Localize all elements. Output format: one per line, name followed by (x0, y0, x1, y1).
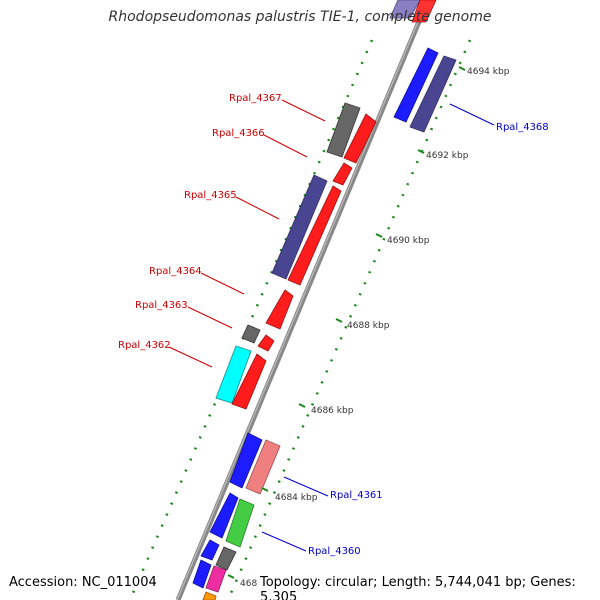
leader-line-rpal4364 (200, 272, 245, 295)
leader-line-rpal4367 (281, 99, 326, 122)
outer-dotted-guide (128, 39, 374, 600)
gene-feature-red-small[interactable] (332, 162, 353, 186)
genome-backbone (175, 0, 431, 600)
gene-label-rpal4365[interactable]: Rpal_4365 (184, 190, 237, 201)
genome-summary: Topology: circular; Length: 5,744,041 bp… (258, 575, 600, 600)
gene-label-rpal4367[interactable]: Rpal_4367 (229, 93, 282, 104)
gene-feature-rpal4365-purple[interactable] (271, 174, 328, 280)
gene-feature-rpal4366-red[interactable] (343, 113, 377, 164)
gene-feature-gray-bottom[interactable] (215, 546, 237, 571)
gene-feature-rpal4361-pink[interactable] (245, 439, 281, 495)
gene-feature-rpal4363-red[interactable] (265, 289, 294, 330)
genome-title: Rhodopseudomonas palustris TIE-1, comple… (108, 9, 492, 25)
leader-line-rpal4360 (261, 531, 307, 552)
gene-feature-rpal4368-blue[interactable] (393, 47, 439, 123)
gene-feature-red-tiny[interactable] (257, 334, 275, 352)
scale-tick-label: 4688 kbp (347, 321, 390, 331)
gene-feature-gray-small[interactable] (241, 324, 261, 344)
gene-feature-blue-lower2[interactable] (209, 492, 239, 539)
gene-feature-top-red[interactable] (411, 0, 437, 23)
scale-tick (417, 149, 425, 154)
gene-label-rpal4366[interactable]: Rpal_4366 (212, 128, 265, 139)
gene-feature-blue-bottom[interactable] (192, 559, 212, 589)
scale-tick (227, 574, 235, 579)
scale-tick (335, 318, 343, 323)
scale-tick-label: 4694 kbp (467, 67, 510, 77)
scale-tick-label: 468: (240, 579, 260, 589)
gene-label-rpal4360[interactable]: Rpal_4360 (308, 546, 361, 557)
gene-feature-rpal4362-cyan[interactable] (215, 345, 252, 404)
scale-tick (375, 233, 383, 238)
gene-feature-blue-lower[interactable] (229, 432, 263, 489)
gene-label-rpal4362[interactable]: Rpal_4362 (118, 340, 171, 351)
gene-label-rpal4363[interactable]: Rpal_4363 (135, 300, 188, 311)
leader-line-rpal4366 (263, 134, 308, 158)
gene-feature-magenta-bottom[interactable] (205, 565, 227, 593)
leader-line-rpal4361 (283, 476, 329, 497)
leader-line-rpal4368 (449, 103, 495, 126)
scale-tick (298, 403, 306, 408)
leader-line-rpal4362 (168, 346, 213, 368)
leader-line-rpal4363 (187, 306, 233, 329)
genome-backbone-highlight (176, 0, 428, 600)
gene-feature-rpal4360-green[interactable] (225, 498, 255, 548)
scale-tick (261, 487, 269, 492)
gene-feature-rpal4368-purple[interactable] (409, 55, 457, 133)
gene-feature-rpal4364-red-long[interactable] (287, 185, 342, 286)
scale-tick (458, 66, 466, 71)
gene-feature-rpal4367-gray[interactable] (326, 102, 361, 158)
gene-label-rpal4364[interactable]: Rpal_4364 (149, 266, 202, 277)
gene-label-rpal4361[interactable]: Rpal_4361 (330, 490, 383, 501)
scale-tick-label: 4686 kbp (311, 406, 354, 416)
scale-tick-label: 4684 kbp (275, 493, 318, 503)
accession-label: Accession: NC_011004 (7, 575, 159, 590)
gene-feature-red-mid[interactable] (231, 353, 267, 410)
gene-feature-top-purple[interactable] (389, 0, 421, 19)
scale-tick-label: 4690 kbp (387, 236, 430, 246)
leader-line-rpal4365 (235, 196, 280, 220)
scale-tick-label: 4692 kbp (426, 151, 469, 161)
gene-feature-blue-small[interactable] (200, 539, 220, 561)
gene-label-rpal4368[interactable]: Rpal_4368 (496, 122, 549, 133)
gene-feature-orange-bottom[interactable] (202, 591, 217, 600)
